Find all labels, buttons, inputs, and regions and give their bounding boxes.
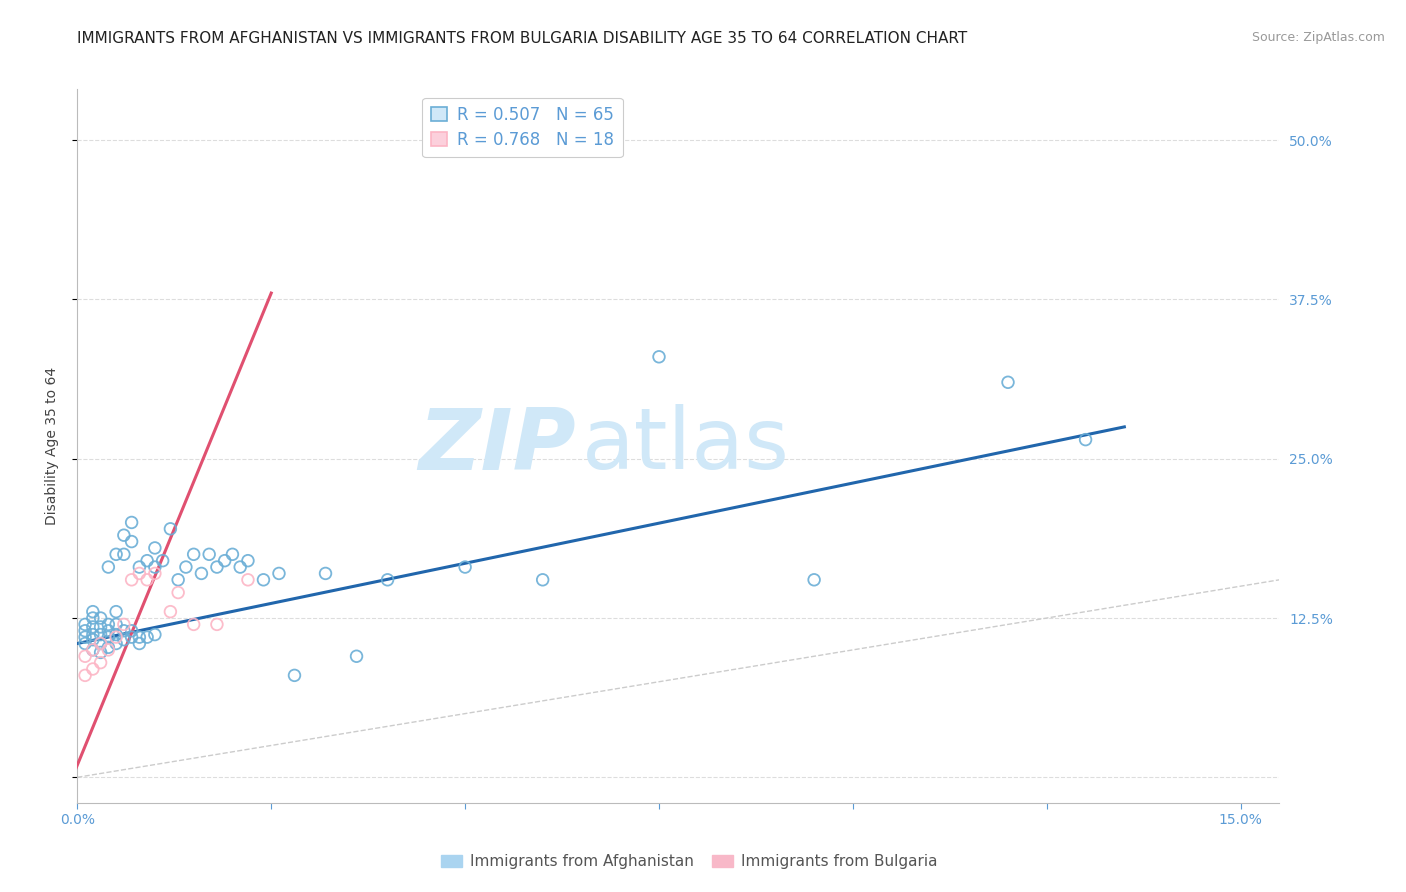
Point [112, 617, 135, 632]
Point [105, 605, 128, 619]
Point [198, 547, 221, 561]
Point [97, 617, 120, 632]
Point [112, 547, 135, 561]
Point [75, 624, 97, 638]
Point [803, 573, 825, 587]
Point [236, 554, 259, 568]
Point [90, 636, 112, 650]
Point [174, 560, 197, 574]
Point [221, 547, 243, 561]
Point [82, 643, 104, 657]
Point [167, 585, 190, 599]
Point [97, 630, 120, 644]
Point [90, 627, 112, 641]
Point [167, 573, 190, 587]
Point [997, 376, 1019, 390]
Point [648, 350, 671, 364]
Point [105, 627, 128, 641]
Point [75, 636, 97, 650]
Point [90, 656, 112, 670]
Point [267, 566, 290, 581]
Point [75, 617, 97, 632]
Point [112, 528, 135, 542]
Point [205, 560, 228, 574]
Point [183, 547, 205, 561]
Point [82, 627, 104, 641]
Point [128, 560, 150, 574]
Point [136, 554, 159, 568]
Point [75, 668, 97, 682]
Point [105, 617, 128, 632]
Point [75, 649, 97, 664]
Point [121, 624, 143, 638]
Point [90, 645, 112, 659]
Point [143, 566, 166, 581]
Point [82, 643, 104, 657]
Point [97, 643, 120, 657]
Point [283, 668, 305, 682]
Point [121, 516, 143, 530]
Point [105, 630, 128, 644]
Point [159, 605, 181, 619]
Point [531, 573, 554, 587]
Point [112, 624, 135, 638]
Point [152, 554, 174, 568]
Point [82, 662, 104, 676]
Point [136, 573, 159, 587]
Point [97, 640, 120, 655]
Point [112, 632, 135, 647]
Point [105, 636, 128, 650]
Point [236, 573, 259, 587]
Point [143, 560, 166, 574]
Point [97, 560, 120, 574]
Point [454, 560, 477, 574]
Point [128, 630, 150, 644]
Point [82, 632, 104, 647]
Text: atlas: atlas [582, 404, 790, 488]
Point [82, 605, 104, 619]
Point [143, 627, 166, 641]
Point [136, 630, 159, 644]
Point [82, 620, 104, 634]
Point [128, 566, 150, 581]
Point [346, 649, 368, 664]
Point [105, 547, 128, 561]
Point [252, 573, 274, 587]
Point [121, 630, 143, 644]
Point [1074, 433, 1097, 447]
Legend: Immigrants from Afghanistan, Immigrants from Bulgaria: Immigrants from Afghanistan, Immigrants … [434, 848, 943, 875]
Point [214, 554, 236, 568]
Point [121, 573, 143, 587]
Point [315, 566, 337, 581]
Point [97, 624, 120, 638]
Point [90, 636, 112, 650]
Point [183, 617, 205, 632]
Point [143, 541, 166, 555]
Point [190, 566, 212, 581]
Y-axis label: Disability Age 35 to 64: Disability Age 35 to 64 [45, 367, 59, 525]
Point [377, 573, 399, 587]
Text: ZIP: ZIP [419, 404, 576, 488]
Point [229, 560, 252, 574]
Point [90, 620, 112, 634]
Point [128, 636, 150, 650]
Text: Source: ZipAtlas.com: Source: ZipAtlas.com [1251, 31, 1385, 45]
Point [159, 522, 181, 536]
Point [121, 534, 143, 549]
Text: IMMIGRANTS FROM AFGHANISTAN VS IMMIGRANTS FROM BULGARIA DISABILITY AGE 35 TO 64 : IMMIGRANTS FROM AFGHANISTAN VS IMMIGRANT… [77, 31, 967, 46]
Point [205, 617, 228, 632]
Legend: R = 0.507   N = 65, R = 0.768   N = 18: R = 0.507 N = 65, R = 0.768 N = 18 [422, 97, 623, 157]
Point [75, 630, 97, 644]
Point [82, 611, 104, 625]
Point [90, 611, 112, 625]
